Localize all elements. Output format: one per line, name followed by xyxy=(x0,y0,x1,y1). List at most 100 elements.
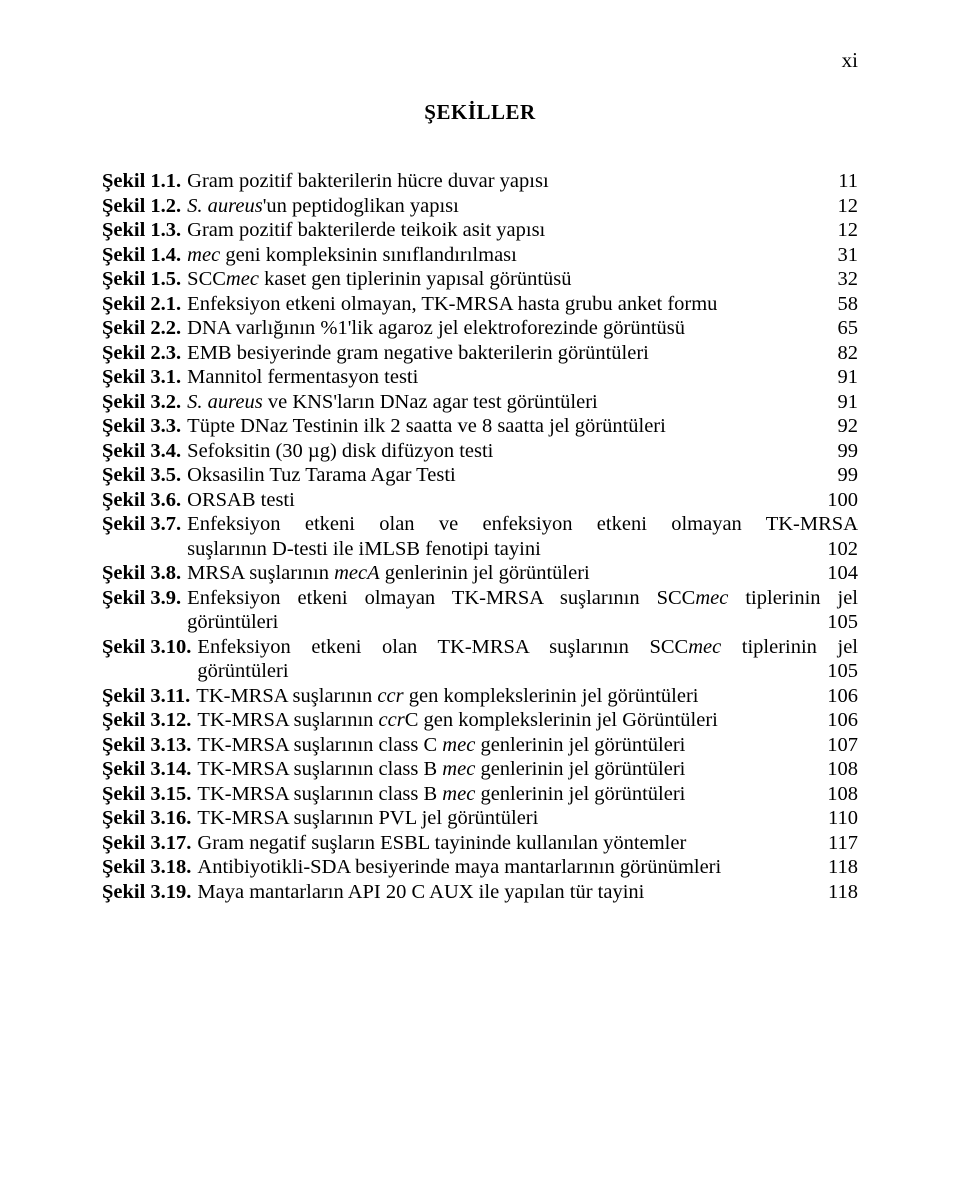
figure-page-number: 32 xyxy=(838,267,859,292)
figure-entry: Şekil 1.3.Gram pozitif bakterilerde teik… xyxy=(102,218,858,243)
leader-gap xyxy=(572,267,838,292)
figure-label: Şekil 3.10. xyxy=(102,635,197,660)
text-run: TK-MRSA suşlarının class B xyxy=(197,783,442,805)
figures-list: Şekil 1.1.Gram pozitif bakterilerin hücr… xyxy=(102,169,858,904)
figure-label: Şekil 3.4. xyxy=(102,439,187,464)
text-run: g xyxy=(225,244,235,266)
figure-page-number: 105 xyxy=(827,659,858,684)
text-run: Gram pozitif bakterilerin hücre duvar ya… xyxy=(187,170,548,192)
figure-page-number: 102 xyxy=(827,537,858,562)
figure-line-text: S. aureus ve KNS'ların DNaz agar test gö… xyxy=(187,390,598,415)
leader-gap xyxy=(538,806,828,831)
figure-line-text: MRSA suşlarının mecA genlerinin jel görü… xyxy=(187,561,590,586)
text-run: TK-MRSA suşlarının class C xyxy=(197,734,442,756)
text-run: ccr xyxy=(377,685,403,707)
text-run: mec xyxy=(695,587,728,609)
figure-line: MRSA suşlarının mecA genlerinin jel görü… xyxy=(187,561,858,586)
figure-entry: Şekil 3.19.Maya mantarların API 20 C AUX… xyxy=(102,880,858,905)
leader-gap xyxy=(685,733,827,758)
text-run: Mannitol fermentasyon testi xyxy=(187,366,418,388)
figure-entry: Şekil 3.7.Enfeksiyon etkeni olan ve enfe… xyxy=(102,512,858,561)
text-run: mec xyxy=(226,268,259,290)
figure-entry: Şekil 2.1.Enfeksiyon etkeni olmayan, TK-… xyxy=(102,292,858,317)
text-run: Enfeksiyon etkeni olan TK-MRSA suşlarını… xyxy=(197,636,688,658)
figure-line-text: S. aureus'un peptidoglikan yapısı xyxy=(187,194,459,219)
figure-line: suşlarının D-testi ile iMLSB fenotipi ta… xyxy=(187,537,858,562)
figure-entry: Şekil 3.8.MRSA suşlarının mecA genlerini… xyxy=(102,561,858,586)
text-run: mec xyxy=(442,758,475,780)
figure-body: Gram pozitif bakterilerin hücre duvar ya… xyxy=(187,169,858,194)
figure-body: Mannitol fermentasyon testi91 xyxy=(187,365,858,390)
text-run: Antibiyotikli-SDA besiyerinde maya manta… xyxy=(197,856,721,878)
leader-gap xyxy=(666,414,838,439)
text-run: 'un peptidoglikan yapısı xyxy=(263,195,459,217)
figure-page-number: 105 xyxy=(827,610,858,635)
figure-line-text: görüntüleri xyxy=(187,610,278,635)
text-run: mec xyxy=(187,244,225,266)
figure-line-text: Antibiyotikli-SDA besiyerinde maya manta… xyxy=(197,855,721,880)
figure-line: TK-MRSA suşlarının class B mec genlerini… xyxy=(197,782,858,807)
figure-line-text: Mannitol fermentasyon testi xyxy=(187,365,418,390)
figure-line-text: TK-MRSA suşlarının class B mec genlerini… xyxy=(197,782,685,807)
figure-body: Gram pozitif bakterilerde teikoik asit y… xyxy=(187,218,858,243)
text-run: genlerinin jel görüntüleri xyxy=(475,783,685,805)
figure-line-text: TK-MRSA suşlarının ccr gen komplekslerin… xyxy=(196,684,698,709)
figure-page-number: 106 xyxy=(827,684,858,709)
figure-label: Şekil 3.16. xyxy=(102,806,197,831)
figure-line: DNA varlığının %1'lik agaroz jel elektro… xyxy=(187,316,858,341)
figure-line: Gram pozitif bakterilerin hücre duvar ya… xyxy=(187,169,858,194)
figure-line: SCCmec kaset gen tiplerinin yapısal görü… xyxy=(187,267,858,292)
figure-entry: Şekil 3.2.S. aureus ve KNS'ların DNaz ag… xyxy=(102,390,858,415)
figure-line: Tüpte DNaz Testinin ilk 2 saatta ve 8 sa… xyxy=(187,414,858,439)
text-run: ve KNS'ların DNaz agar test görüntüleri xyxy=(263,391,598,413)
text-run: mecA xyxy=(334,562,380,584)
figure-label: Şekil 1.3. xyxy=(102,218,187,243)
leader-gap xyxy=(545,218,837,243)
figure-body: TK-MRSA suşlarının PVL jel görüntüleri11… xyxy=(197,806,858,831)
leader-gap xyxy=(541,537,827,562)
figure-entry: Şekil 3.3.Tüpte DNaz Testinin ilk 2 saat… xyxy=(102,414,858,439)
text-run: gen komplekslerinin jel görüntüleri xyxy=(404,685,699,707)
section-heading: ŞEKİLLER xyxy=(102,100,858,125)
figure-body: mec geni kompleksinin sınıflandırılması3… xyxy=(187,243,858,268)
figure-entry: Şekil 2.2.DNA varlığının %1'lik agaroz j… xyxy=(102,316,858,341)
leader-gap xyxy=(685,782,827,807)
figure-body: Tüpte DNaz Testinin ilk 2 saatta ve 8 sa… xyxy=(187,414,858,439)
text-run: MRSA suşlarının xyxy=(187,562,334,584)
figure-entry: Şekil 3.14.TK-MRSA suşlarının class B me… xyxy=(102,757,858,782)
figure-page-number: 99 xyxy=(838,439,859,464)
text-run: mec xyxy=(442,783,475,805)
figure-label: Şekil 1.1. xyxy=(102,169,187,194)
figure-line: Sefoksitin (30 µg) disk difüzyon testi 99 xyxy=(187,439,858,464)
figure-page-number: 11 xyxy=(838,169,858,194)
figure-label: Şekil 3.9. xyxy=(102,586,187,611)
figure-line: TK-MRSA suşlarının class B mec genlerini… xyxy=(197,757,858,782)
text-run: TK-MRSA suşlarının xyxy=(196,685,377,707)
figure-line-text: Enfeksiyon etkeni olmayan TK-MRSA suşlar… xyxy=(187,586,858,611)
text-run: kaset gen tiplerinin yapısal görüntüsü xyxy=(259,268,572,290)
leader-gap xyxy=(718,708,827,733)
leader-gap xyxy=(295,488,827,513)
figure-page-number: 82 xyxy=(838,341,859,366)
leader-gap xyxy=(598,390,838,415)
text-run: mec xyxy=(688,636,721,658)
figure-line-text: Enfeksiyon etkeni olan ve enfeksiyon etk… xyxy=(187,512,858,537)
figure-label: Şekil 3.13. xyxy=(102,733,197,758)
figure-line-text: Sefoksitin (30 µg) disk difüzyon testi xyxy=(187,439,493,464)
figure-line-text: DNA varlığının %1'lik agaroz jel elektro… xyxy=(187,316,685,341)
text-run: TK-MRSA suşlarının class B xyxy=(197,758,442,780)
figure-label: Şekil 2.2. xyxy=(102,316,187,341)
text-run: Enfeksiyon etkeni olmayan TK-MRSA suşlar… xyxy=(187,587,695,609)
figure-body: TK-MRSA suşlarının class B mec genlerini… xyxy=(197,757,858,782)
figure-line: Oksasilin Tuz Tarama Agar Testi99 xyxy=(187,463,858,488)
figure-body: Oksasilin Tuz Tarama Agar Testi99 xyxy=(187,463,858,488)
figure-body: Enfeksiyon etkeni olmayan TK-MRSA suşlar… xyxy=(187,586,858,635)
figure-label: Şekil 3.8. xyxy=(102,561,187,586)
figure-body: S. aureus'un peptidoglikan yapısı12 xyxy=(187,194,858,219)
page-number: xi xyxy=(842,48,858,73)
figure-body: TK-MRSA suşlarının ccr gen komplekslerin… xyxy=(196,684,858,709)
figure-line-text: Oksasilin Tuz Tarama Agar Testi xyxy=(187,463,456,488)
figure-line: Enfeksiyon etkeni olan ve enfeksiyon etk… xyxy=(187,512,858,537)
figure-page-number: 92 xyxy=(838,414,859,439)
figure-entry: Şekil 3.15.TK-MRSA suşlarının class B me… xyxy=(102,782,858,807)
